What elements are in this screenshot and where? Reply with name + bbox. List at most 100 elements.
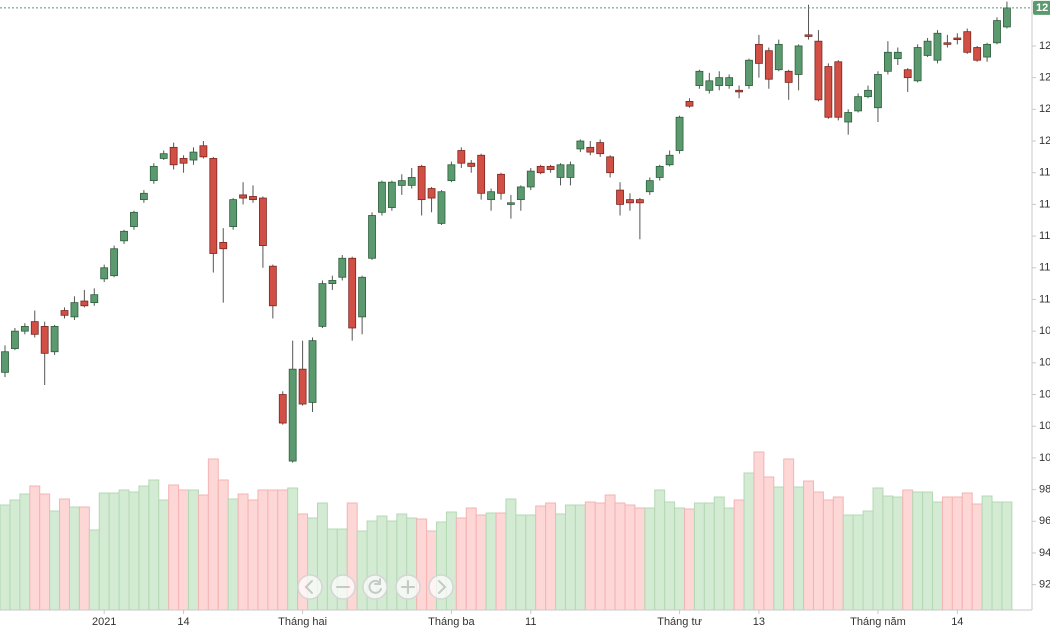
volume-bar: [674, 507, 686, 611]
candle-body: [219, 242, 228, 250]
candle-body: [725, 77, 734, 86]
candle-body: [854, 96, 863, 112]
candle-body: [586, 146, 595, 153]
y-tick-label: 12: [1039, 40, 1050, 52]
x-tick-label: 13: [753, 616, 765, 628]
y-tick-label: 11: [1039, 198, 1050, 210]
volume-bar: [19, 493, 31, 611]
volume-bar: [723, 507, 735, 611]
volume-bar: [624, 504, 636, 611]
candle-body: [566, 164, 575, 178]
volume-bar: [961, 492, 973, 611]
candle-body: [963, 31, 972, 53]
volume-bar: [763, 476, 775, 611]
volume-bar: [862, 510, 874, 611]
scroll-left-button[interactable]: [297, 574, 323, 600]
volume-bar: [68, 506, 80, 611]
zoom-out-button[interactable]: [330, 574, 356, 600]
candle-body: [358, 276, 367, 318]
candle-body: [209, 158, 218, 254]
y-tick-label: 11: [1039, 230, 1050, 242]
candle-body: [893, 51, 902, 60]
y-tick-label: 11: [1039, 262, 1050, 274]
volume-bar: [981, 495, 993, 611]
candle-body: [814, 40, 823, 101]
candle-body: [110, 248, 119, 277]
y-tick-label: 94: [1039, 547, 1050, 559]
candle-body: [824, 66, 833, 118]
volume-bar: [485, 512, 497, 611]
volume-bar: [59, 498, 70, 611]
x-tick-label: Tháng tư: [657, 616, 702, 628]
reset-button[interactable]: [362, 574, 388, 600]
zoom-in-button[interactable]: [395, 574, 421, 600]
candle-body: [368, 215, 376, 259]
volume-bar: [783, 458, 795, 611]
candle-body: [328, 280, 337, 285]
candle-body: [546, 165, 555, 170]
candle-body: [249, 196, 257, 201]
candle-body: [764, 50, 773, 80]
volume-bar: [654, 489, 666, 611]
volume-bar: [39, 493, 51, 611]
x-tick-label: Tháng ba: [428, 616, 475, 628]
candle-body: [794, 45, 803, 75]
candle-body: [774, 43, 783, 71]
candle-body: [298, 368, 307, 405]
volume-bar: [525, 514, 537, 611]
volume-bar: [693, 502, 705, 611]
volume-bar: [128, 491, 140, 611]
candle-body: [526, 170, 535, 188]
candle-body: [417, 165, 426, 201]
volume-bar: [1001, 501, 1013, 611]
volume-bar: [237, 493, 249, 611]
volume-bar: [793, 486, 805, 611]
volume-bar: [574, 504, 586, 611]
x-tick-label: 14: [177, 616, 189, 628]
volume-bar: [614, 502, 626, 611]
candle-body: [278, 394, 287, 424]
y-tick-label: 96: [1039, 515, 1050, 527]
volume-bar: [812, 491, 824, 611]
volume-bar: [545, 502, 557, 611]
candle-body: [308, 340, 317, 403]
candle-body: [487, 191, 495, 201]
candle-body: [467, 162, 476, 167]
zoom-controls: [297, 574, 454, 600]
volume-bar: [178, 489, 190, 611]
candle-body: [70, 302, 79, 318]
candle-body: [437, 191, 446, 224]
volume-bar: [902, 489, 914, 611]
volume-bar: [98, 492, 110, 611]
scroll-right-button[interactable]: [428, 574, 454, 600]
volume-bar: [465, 507, 477, 611]
volume-bar: [9, 499, 21, 611]
candle-body: [507, 202, 515, 205]
volume-bar: [168, 484, 180, 611]
volume-bar: [684, 508, 695, 611]
volume-bar: [197, 494, 209, 611]
candle-body: [804, 34, 813, 37]
x-tick-label: 11: [525, 616, 536, 628]
candle-body: [407, 177, 416, 186]
volume-bar: [555, 513, 566, 611]
volume-bar: [118, 489, 130, 611]
volume-bar: [188, 489, 199, 611]
candle-body: [883, 51, 892, 72]
volume-bar: [892, 496, 904, 611]
volume-bar: [455, 517, 467, 611]
candle-body: [11, 330, 19, 349]
volume-bar: [822, 499, 834, 611]
y-tick-label: 12: [1039, 135, 1050, 147]
candle-body: [268, 265, 277, 307]
candle-body: [497, 173, 505, 194]
candle-body: [596, 142, 605, 155]
volume-bar: [475, 514, 487, 611]
y-tick-label: 11: [1039, 293, 1050, 305]
volume-bar: [842, 514, 854, 611]
candle-body: [635, 199, 644, 204]
candle-body: [130, 211, 138, 227]
volume-bar: [505, 498, 517, 611]
candle-body: [20, 325, 29, 332]
